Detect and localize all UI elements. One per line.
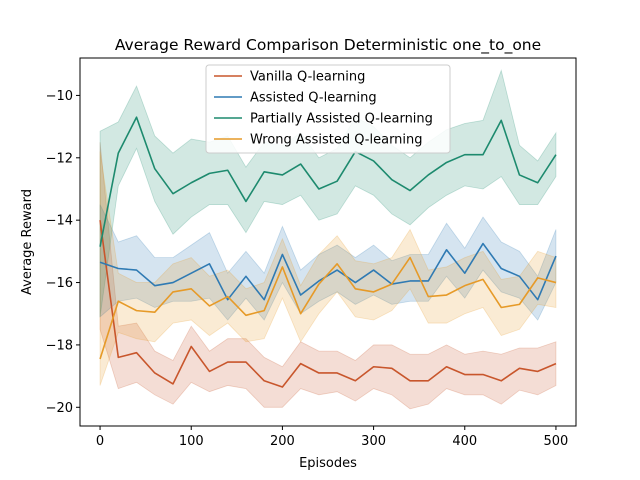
- partially-assisted-q-learning-line: [99, 116, 557, 247]
- plot-frame: [79, 57, 577, 427]
- y-axis: −20 −18 −16 −14 −12 −10: [46, 89, 80, 416]
- x-axis: 0 100 200 300 400 500: [96, 426, 568, 449]
- y-axis-label: Average Reward: [20, 189, 35, 295]
- legend-label-wrong-assisted-q-learning: Wrong Assisted Q-learning: [250, 133, 423, 148]
- x-axis-label: Episodes: [299, 456, 357, 471]
- legend-label-partially-assisted-q-learning: Partially Assisted Q-learning: [250, 112, 433, 127]
- legend-label-vanilla-q-learning: Vanilla Q-learning: [250, 70, 365, 85]
- confidence-bands: [99, 69, 557, 410]
- y-tick-label: −20: [46, 401, 73, 416]
- assisted-q-learning-line: [99, 242, 557, 301]
- y-tick-label: −18: [46, 338, 73, 353]
- wrong-assisted-q-learning-band: [99, 151, 557, 386]
- y-tick-label: −14: [46, 214, 73, 229]
- legend-label-assisted-q-learning: Assisted Q-learning: [250, 91, 377, 106]
- y-tick-label: −16: [46, 276, 73, 291]
- series-lines: [99, 116, 557, 388]
- legend-box: [205, 64, 451, 154]
- chart-title: Average Reward Comparison Deterministic …: [115, 36, 541, 55]
- x-tick-label: 100: [179, 434, 204, 449]
- x-tick-label: 400: [452, 434, 477, 449]
- legend: Vanilla Q-learning Assisted Q-learning Par…: [205, 64, 451, 154]
- vanilla-q-learning-band: [99, 142, 557, 410]
- y-tick-label: −10: [46, 89, 73, 104]
- wrong-assisted-q-learning-line: [99, 256, 557, 360]
- vanilla-q-learning-line: [99, 220, 557, 388]
- x-tick-label: 300: [361, 434, 386, 449]
- x-tick-label: 500: [544, 434, 569, 449]
- y-tick-label: −12: [46, 151, 73, 166]
- x-tick-label: 200: [270, 434, 295, 449]
- x-tick-label: 0: [96, 434, 104, 449]
